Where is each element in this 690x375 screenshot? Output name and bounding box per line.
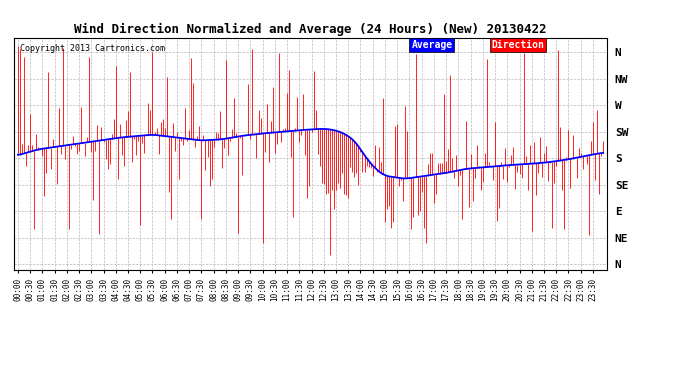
Text: Copyright 2013 Cartronics.com: Copyright 2013 Cartronics.com [20, 45, 165, 54]
Text: Average: Average [411, 40, 453, 50]
Title: Wind Direction Normalized and Average (24 Hours) (New) 20130422: Wind Direction Normalized and Average (2… [75, 23, 546, 36]
Text: Direction: Direction [491, 40, 544, 50]
